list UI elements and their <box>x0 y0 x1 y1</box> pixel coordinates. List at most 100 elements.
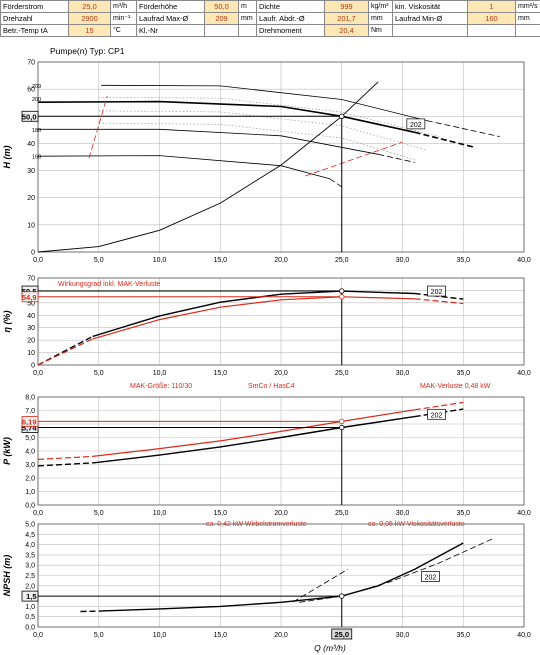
y-axis-label: H (m) <box>2 146 12 169</box>
series-line-dashed <box>378 153 415 163</box>
impeller-label: 200 <box>32 97 41 103</box>
header-label: Förderhöhe <box>136 0 205 13</box>
y-tick-label: 40 <box>27 141 35 148</box>
series-line <box>98 122 415 161</box>
header-label: Drehzahl <box>0 12 69 25</box>
y-tick-label: 0 <box>31 363 35 370</box>
header-table: Förderstrom 25,0 m³/h Förderhöhe 50,0 m Dichte… <box>0 0 540 40</box>
series-line-dashed <box>329 178 343 188</box>
header-unit: kg/m³ <box>368 0 393 13</box>
y-tick-label: 70 <box>27 60 35 67</box>
plot-frame <box>37 523 525 628</box>
y-tick-label: 70 <box>27 276 35 283</box>
x-tick-label: 30,0 <box>396 510 410 517</box>
op-value-label-box <box>21 110 39 122</box>
x-tick-label: 20,0 <box>274 632 288 639</box>
x-tick-label: 0,0 <box>33 257 43 264</box>
series-line <box>92 290 415 338</box>
series-line <box>92 296 415 340</box>
header-value: 201,7 <box>324 12 369 25</box>
y-tick-label: 5,0 <box>25 435 35 442</box>
y-tick-label: 3,0 <box>25 563 35 570</box>
op-x-value-label: 25,0 <box>334 630 349 639</box>
series-line-dashed <box>299 538 494 603</box>
x-tick-label: 5,0 <box>94 510 104 517</box>
plot-frame <box>37 61 525 253</box>
header-label: kin. Viskosität <box>392 0 468 13</box>
x-tick-label: 25,0 <box>335 510 349 517</box>
series-line-dashed <box>414 408 464 418</box>
header-label: Drehmoment <box>256 24 325 37</box>
impeller-label: 180 <box>32 128 41 134</box>
header-unit <box>238 24 257 37</box>
header-unit: mm <box>238 12 257 25</box>
op-marker-red <box>339 418 345 425</box>
x-tick-label: 35,0 <box>456 632 470 639</box>
series-line <box>92 409 415 457</box>
y-tick-label: 2,0 <box>25 476 35 483</box>
header-label: Förderstrom <box>0 0 69 13</box>
series-line <box>98 542 464 612</box>
curve-label: 202 <box>410 122 422 129</box>
plot-frame <box>37 396 525 506</box>
y-tick-label: 1,0 <box>25 489 35 496</box>
header-unit: mm <box>515 12 540 25</box>
plot-frame <box>37 277 525 366</box>
op-x-value-box <box>331 628 353 640</box>
x-tick-label: 15,0 <box>213 370 227 377</box>
header-label <box>392 24 468 37</box>
x-tick-label: 35,0 <box>456 510 470 517</box>
x-tick-label: 35,0 <box>456 257 470 264</box>
op-marker <box>339 424 345 431</box>
x-tick-label: 5,0 <box>94 370 104 377</box>
op-marker <box>339 113 345 119</box>
header-unit: °C <box>110 24 137 37</box>
header-label: Laufr. Abdr.-Ø <box>256 12 325 25</box>
x-tick-label: 10,0 <box>153 370 167 377</box>
y-tick-label: 20 <box>27 338 35 345</box>
x-tick-label: 20,0 <box>274 370 288 377</box>
header-row: Förderstrom 25,0 m³/h Förderhöhe 50,0 m Dichte… <box>0 0 540 13</box>
series-line <box>37 100 415 134</box>
header-label: Kl.-Nr <box>136 24 205 37</box>
material-annotation: SmCo / HasC4 <box>248 383 295 390</box>
series-line <box>38 128 379 155</box>
y-tick-label: 4,0 <box>25 542 35 549</box>
op-value-label-red: 6,19 <box>22 417 37 426</box>
y-tick-label: 20 <box>27 195 35 202</box>
header-label: Laufrad Max-Ø <box>136 12 205 25</box>
header-value: 209 <box>204 12 239 25</box>
y-tick-label: 4,0 <box>25 449 35 456</box>
y-tick-label: 1,0 <box>25 604 35 611</box>
header-unit: mm²/s <box>515 0 540 13</box>
y-tick-label: 30 <box>27 168 35 175</box>
header-value: 25,0 <box>68 0 111 13</box>
eddy-loss-annotation: ca. 0,42 kW Wirbelstromverluste <box>206 521 307 528</box>
y-tick-label: 10 <box>27 222 35 229</box>
x-tick-label: 30,0 <box>396 257 410 264</box>
header-value: 2900 <box>68 12 111 25</box>
y-tick-label: 7,0 <box>25 408 35 415</box>
y-tick-label: 3,0 <box>25 462 35 469</box>
y-tick-label: 40 <box>27 313 35 320</box>
x-tick-label: 30,0 <box>396 632 410 639</box>
series-line-dashed <box>414 292 464 300</box>
viscosity-loss-annotation: ca. 0,05 kW Viskositätsverluste <box>368 521 465 528</box>
x-tick-label: 15,0 <box>213 632 227 639</box>
header-value <box>467 24 516 37</box>
curve-label-box <box>406 118 426 130</box>
curve-label: 202 <box>425 575 437 582</box>
series-line <box>37 155 330 180</box>
y-tick-label: 60 <box>27 87 35 94</box>
op-marker <box>339 288 345 294</box>
series-line <box>98 110 427 151</box>
curve-label-box <box>421 571 440 582</box>
curve-label-box <box>427 408 446 420</box>
series-line-dashed <box>414 131 476 149</box>
header-unit: m³/h <box>110 0 137 13</box>
npsh-chart: 0,0 5,0 10,0 15,0 20,0 25,0 30,0 35,0 40,0 0,0 0,5… <box>2 522 531 654</box>
x-tick-label: 5,0 <box>94 632 104 639</box>
x-tick-label: 5,0 <box>94 257 104 264</box>
op-value-label: 50,0 <box>22 112 37 121</box>
y-tick-label: 8,0 <box>25 395 35 402</box>
